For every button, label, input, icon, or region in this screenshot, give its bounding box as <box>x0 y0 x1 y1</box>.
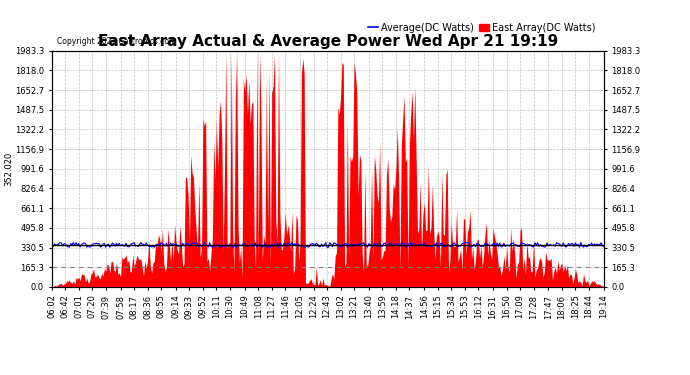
Title: East Array Actual & Average Power Wed Apr 21 19:19: East Array Actual & Average Power Wed Ap… <box>97 34 558 50</box>
Legend: Average(DC Watts), East Array(DC Watts): Average(DC Watts), East Array(DC Watts) <box>364 19 599 37</box>
Y-axis label: 352.020: 352.020 <box>4 152 14 186</box>
Text: Copyright 2021 Cartronics.com: Copyright 2021 Cartronics.com <box>57 37 177 46</box>
